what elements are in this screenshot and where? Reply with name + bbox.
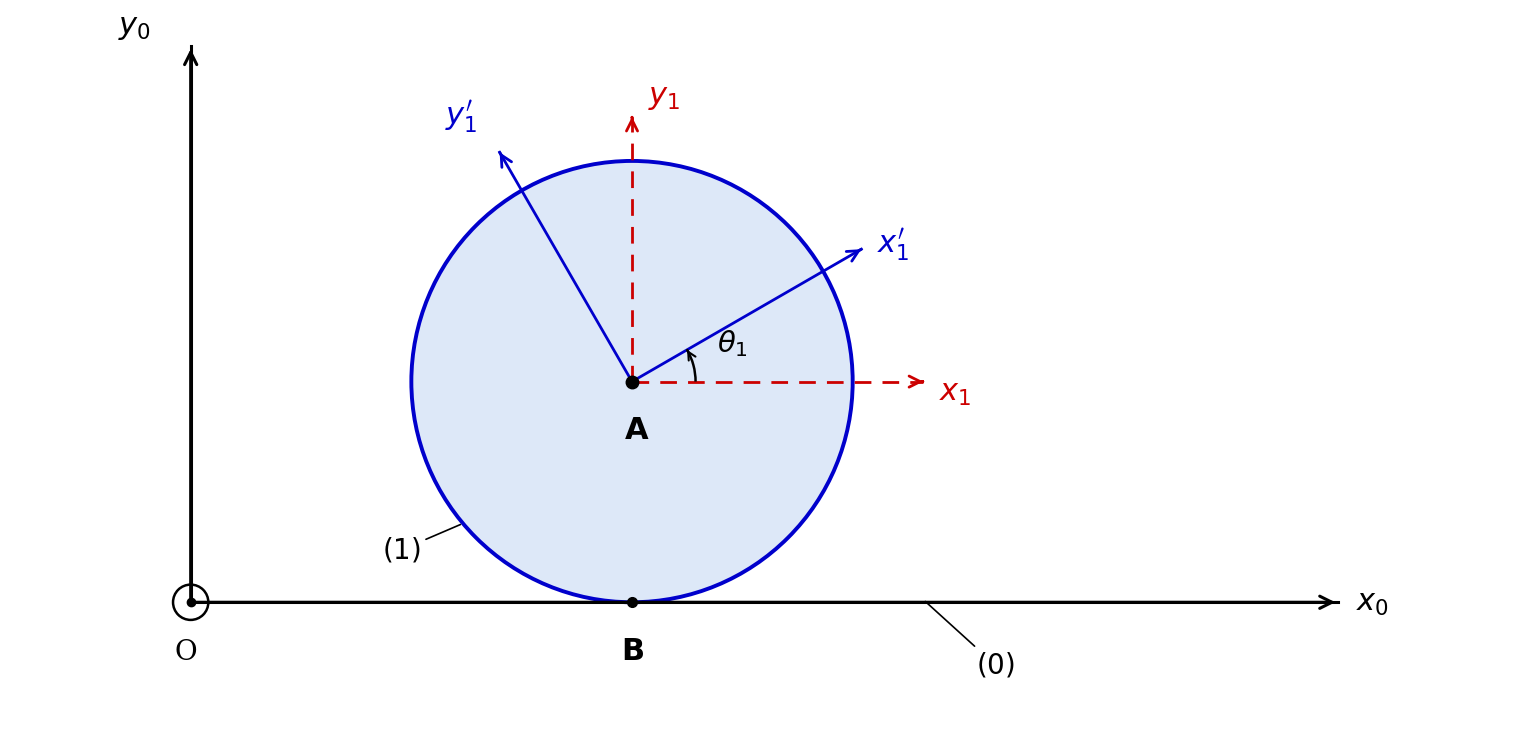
Text: $x_1$: $x_1$	[939, 377, 971, 407]
Text: $x_0$: $x_0$	[1356, 587, 1389, 618]
Text: $y_0$: $y_0$	[119, 11, 150, 42]
Text: $y_1'$: $y_1'$	[445, 99, 477, 137]
Text: $\mathbf{B}$: $\mathbf{B}$	[620, 636, 643, 666]
Text: $y_1$: $y_1$	[648, 81, 681, 112]
Text: $(1)$: $(1)$	[382, 525, 461, 564]
Text: $(0)$: $(0)$	[926, 602, 1015, 680]
Text: $x_1'$: $x_1'$	[877, 226, 909, 264]
Circle shape	[412, 161, 853, 602]
Text: O: O	[175, 639, 198, 666]
Text: $\theta_1$: $\theta_1$	[717, 328, 748, 358]
Text: $\mathbf{A}$: $\mathbf{A}$	[623, 415, 649, 446]
